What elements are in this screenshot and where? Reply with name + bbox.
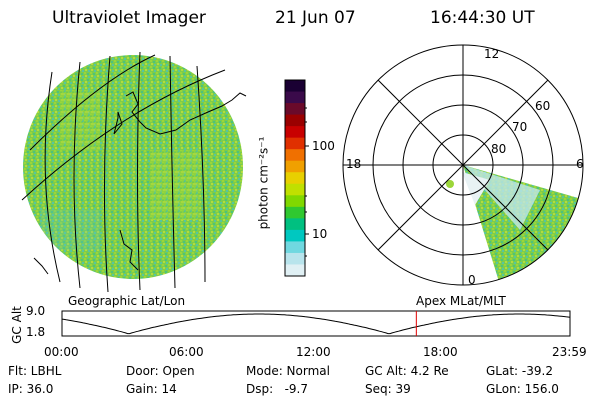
date-label: 21 Jun 07 (275, 8, 356, 28)
polar-patch (446, 180, 454, 188)
lat-label-60: 60 (535, 99, 551, 113)
seq-info: Seq: 39 (365, 382, 411, 396)
glat-info: GLat: -39.2 (486, 364, 553, 378)
colorbar-stripe (285, 229, 305, 242)
polar-plot (342, 44, 584, 286)
door-info: Door: Open (126, 364, 195, 378)
lat-label-70: 70 (512, 120, 528, 134)
colorbar-ticks (305, 107, 309, 257)
colorbar-tick-100: 100 (312, 139, 335, 153)
timeline-x-tick-2359: 23:59 (552, 345, 587, 359)
colorbar-stripe (285, 241, 305, 254)
timeline-y-tick-low: 1.8 (26, 325, 46, 339)
colorbar-stripe (285, 160, 305, 173)
instrument-title: Ultraviolet Imager (52, 8, 206, 28)
timeline-y-tick-high: 9.0 (26, 304, 46, 318)
gc-alt-info: GC Alt: 4.2 Re (365, 364, 449, 378)
geographic-caption: Geographic Lat/Lon (68, 294, 186, 308)
glon-info: GLon: 156.0 (486, 382, 559, 396)
mlt-label-0: 0 (468, 273, 476, 287)
colorbar-stripe (285, 137, 305, 150)
timeline-plot (61, 310, 571, 337)
gain-info: Gain: 14 (126, 382, 177, 396)
mlt-label-18: 18 (346, 157, 362, 171)
timeline-x-tick-0000: 00:00 (44, 345, 79, 359)
colorbar-stripe (285, 80, 305, 93)
colorbar-stripe (285, 149, 305, 162)
colorbar-stripe (285, 172, 305, 185)
timeline-x-tick-0600: 06:00 (169, 345, 204, 359)
graticule (21, 51, 226, 293)
dsp-info: Dsp: -9.7 (246, 382, 309, 396)
colorbar-frame (284, 79, 306, 277)
colorbar-unit-label: photon cm⁻²s⁻¹ (256, 136, 271, 230)
colorbar (285, 80, 305, 277)
colorbar-stripe (285, 114, 305, 127)
colorbar-stripe (285, 218, 305, 231)
colorbar-stripe (285, 183, 305, 196)
colorbar-stripe (285, 126, 305, 139)
coastline (33, 91, 247, 275)
timeline-x-tick-1800: 18:00 (423, 345, 458, 359)
colorbar-stripe (285, 103, 305, 116)
colorbar-stripe (285, 91, 305, 104)
filter-info: Flt: LBHL (8, 364, 62, 378)
geographic-image (21, 51, 247, 293)
mode-info: Mode: Normal (246, 364, 330, 378)
lat-label-80: 80 (491, 142, 507, 156)
timeline-x-tick-1200: 12:00 (296, 345, 331, 359)
colorbar-stripe (285, 252, 305, 265)
colorbar-tick-10: 10 (312, 227, 328, 241)
ip-info: IP: 36.0 (8, 382, 54, 396)
timeline-y-label: GC Alt (9, 306, 24, 344)
mlt-label-6: 6 (576, 157, 584, 171)
colorbar-stripe (285, 264, 305, 277)
colorbar-stripe (285, 206, 305, 219)
apex-caption: Apex MLat/MLT (416, 294, 506, 308)
colorbar-stripe (285, 195, 305, 208)
mlt-label-12: 12 (484, 47, 500, 61)
time-label: 16:44:30 UT (430, 8, 535, 28)
